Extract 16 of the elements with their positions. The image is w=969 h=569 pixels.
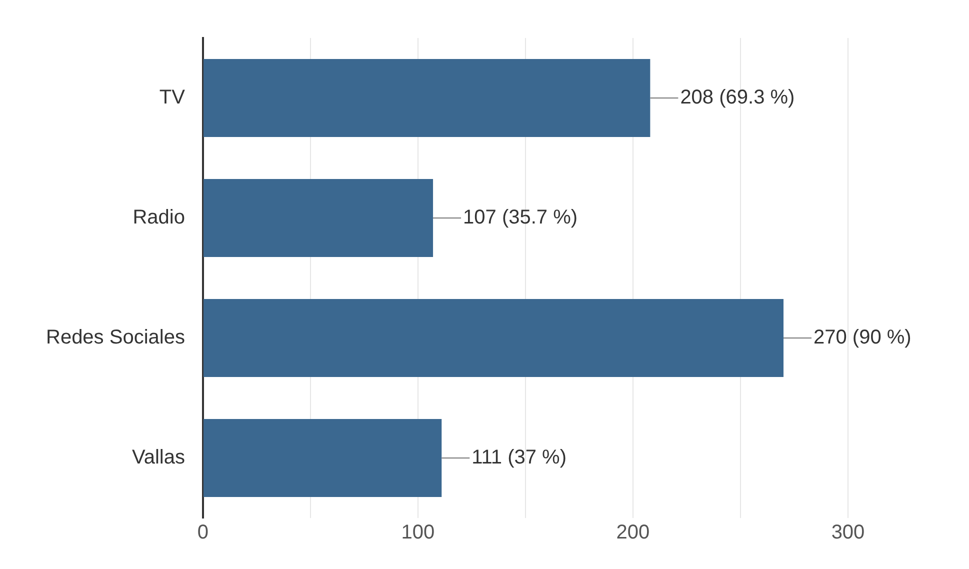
x-tick-label: 300 [831,522,865,544]
x-tick-label: 200 [616,522,650,544]
bar [203,299,784,377]
bar [203,179,434,257]
x-tick-label: 0 [197,522,209,544]
data-label: 208 (69.3 %) [680,86,795,109]
bar [203,59,650,137]
bar [203,419,442,497]
y-tick-label: Radio [132,206,185,229]
data-label: 270 (90 %) [813,326,912,349]
y-tick-label: Vallas [132,446,185,469]
y-tick-label: Redes Sociales [46,326,185,349]
y-tick-label: TV [159,86,186,109]
x-tick-label: 100 [401,522,435,544]
data-label: 107 (35.7 %) [463,206,578,229]
data-label: 111 (37 %) [472,446,567,469]
